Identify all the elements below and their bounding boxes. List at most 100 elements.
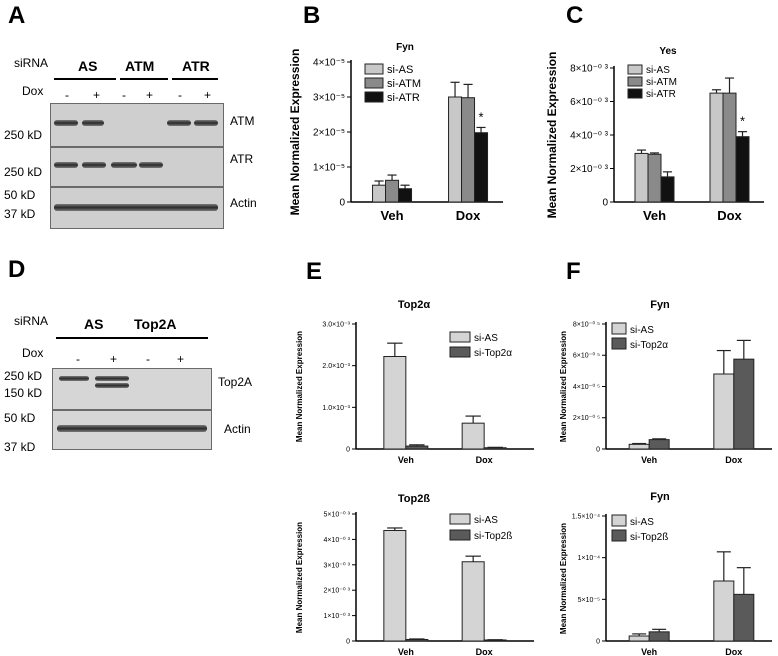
- y-tick-label: 3.0×10⁻³: [322, 321, 350, 328]
- group-label-atm: ATM: [125, 58, 155, 74]
- marker-50kd: 50 kD: [4, 188, 36, 202]
- blot-label-actin: Actin: [224, 422, 251, 436]
- y-tick-label: 2×10⁻⁵: [313, 128, 345, 139]
- bar: [634, 152, 649, 203]
- bar: [722, 92, 737, 203]
- y-tick-label: 1×10⁻⁵: [313, 163, 345, 174]
- marker-37kd: 37 kD: [4, 440, 36, 454]
- chart-f-fyn-top2b: Fyn Mean Normalized Expression 0 5×10⁻⁵ 1×10…: [559, 491, 772, 656]
- y-tick-label: 4×10⁻⁵: [313, 58, 345, 69]
- dox-sign: -: [178, 88, 182, 102]
- bar: [474, 132, 489, 203]
- x-tick-label: Veh: [398, 647, 414, 656]
- bar: [733, 358, 755, 450]
- marker-250kd: 250 kD: [4, 369, 43, 383]
- chart-b-fyn: Fyn Mean Normalized Expression 0 1×10⁻⁵ 2×10…: [288, 42, 503, 223]
- bar: [448, 96, 463, 203]
- y-tick-label: 2×10⁻⁰ ³: [323, 587, 350, 595]
- group-label-as: AS: [78, 58, 98, 74]
- y-tick-label: 1.0×10⁻³: [322, 405, 350, 412]
- legend-swatch: [364, 91, 384, 103]
- bar: [628, 443, 650, 450]
- y-tick-label: 2×10⁻⁰ ³: [570, 164, 609, 175]
- legend-label: si-ATM: [646, 77, 677, 88]
- y-tick-label: 4×10⁻⁰ ³: [323, 536, 350, 544]
- bar: [648, 439, 670, 450]
- group-label-top2a: Top2A: [134, 316, 177, 332]
- y-axis-label: Mean Normalized Expression: [559, 523, 568, 634]
- chart-title: Fyn: [650, 299, 670, 311]
- legend-label: si-AS: [387, 64, 413, 76]
- group-underline: [120, 78, 168, 80]
- bar: [383, 356, 407, 450]
- legend-swatch: [449, 331, 471, 343]
- y-axis-label: Mean Normalized Expression: [545, 52, 559, 219]
- y-axis-label: Mean Normalized Expression: [288, 49, 302, 216]
- y-axis-label: Mean Normalized Expression: [295, 331, 304, 442]
- y-tick-label: 0: [596, 638, 600, 645]
- y-tick-label: 2×10⁻⁰ ⁵: [573, 414, 600, 422]
- chart-title: Yes: [659, 46, 677, 57]
- marker-250kd: 250 kD: [4, 128, 43, 142]
- legend-label: si-AS: [630, 325, 654, 336]
- significance-marker: *: [740, 114, 745, 129]
- panel-label-d: D: [8, 256, 26, 283]
- group-underline: [54, 78, 116, 80]
- bar: [713, 580, 735, 642]
- legend-label: si-AS: [630, 517, 654, 528]
- bar: [660, 176, 675, 203]
- chart-title: Fyn: [396, 42, 414, 53]
- legend-label: si-AS: [474, 515, 498, 526]
- x-tick-label: Veh: [380, 208, 403, 223]
- legend-label: si-AS: [646, 65, 670, 76]
- panel-label-c: C: [566, 2, 584, 29]
- y-tick-label: 3×10⁻⁵: [313, 93, 345, 104]
- y-tick-label: 6×10⁻⁰ ³: [570, 97, 609, 108]
- marker-50kd: 50 kD: [4, 411, 36, 425]
- dox-sign: -: [146, 352, 150, 366]
- bar: [733, 593, 755, 642]
- chart-e-top2a: Top2α Mean Normalized Expression 0 1.0×10⁻³…: [295, 299, 534, 465]
- y-tick-label: 4×10⁻⁰ ⁵: [573, 383, 600, 391]
- legend-label: si-Top2α: [474, 348, 512, 359]
- legend-swatch: [611, 529, 627, 542]
- x-tick-label: Dox: [476, 647, 493, 656]
- dox-sign: +: [110, 352, 118, 366]
- legend-label: si-ATR: [387, 92, 420, 104]
- bar: [385, 179, 400, 203]
- legend-swatch: [364, 63, 384, 75]
- x-tick-label: Dox: [456, 208, 481, 223]
- legend-swatch: [627, 88, 643, 99]
- bar: [405, 445, 429, 450]
- legend-swatch: [611, 337, 627, 350]
- dox-sign: -: [76, 352, 80, 366]
- y-tick-label: 5×10⁻⁵: [578, 597, 600, 604]
- bar: [713, 373, 735, 450]
- bar: [461, 97, 476, 203]
- y-tick-label: 4×10⁻⁰ ³: [570, 131, 609, 142]
- legend-label: si-ATR: [646, 89, 676, 100]
- blot-label-atm: ATM: [230, 114, 255, 128]
- panel-label-b: B: [303, 2, 321, 29]
- western-blot-top2a: [52, 368, 212, 410]
- bar: [483, 447, 507, 450]
- panel-label-a: A: [8, 2, 26, 29]
- bar: [461, 422, 485, 450]
- chart-f-fyn-top2a: Fyn Mean Normalized Expression 0 2×10⁻⁰ ⁵ 4×…: [559, 299, 772, 465]
- blot-label-atr: ATR: [230, 152, 254, 166]
- legend-label: si-Top2ß: [474, 531, 512, 542]
- sirna-label: siRNA: [14, 56, 49, 70]
- dox-sign: -: [122, 88, 126, 102]
- bar: [709, 92, 724, 203]
- bar: [398, 188, 413, 203]
- chart-title: Top2α: [398, 299, 430, 311]
- blot-label-top2a: Top2A: [218, 375, 253, 389]
- dox-sign: +: [146, 88, 154, 102]
- marker-150kd: 150 kD: [4, 386, 43, 400]
- marker-37kd: 37 kD: [4, 207, 36, 221]
- significance-marker: *: [479, 109, 484, 124]
- x-tick-label: Veh: [641, 455, 657, 465]
- bar: [383, 530, 407, 642]
- y-tick-label: 8×10⁻⁰ ³: [570, 64, 609, 75]
- y-tick-label: 2.0×10⁻³: [322, 363, 350, 370]
